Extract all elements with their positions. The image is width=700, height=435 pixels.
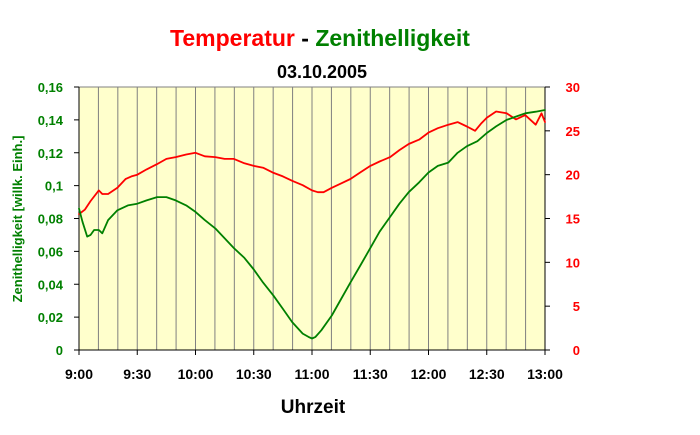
- y-left-tick-label: 0,04: [38, 277, 64, 292]
- y-left-tick-label: 0,06: [38, 244, 63, 259]
- y-right-tick-label: 30: [566, 80, 580, 95]
- y-right-tick-label: 20: [566, 168, 580, 183]
- x-tick-label: 9:00: [65, 366, 93, 382]
- y-left-tick-label: 0,14: [38, 113, 64, 128]
- y-left-tick-label: 0,12: [38, 146, 63, 161]
- brightness-series-line: [78, 109, 546, 340]
- y-left-tick-label: 0,16: [38, 80, 63, 95]
- plot-layer: 9:00 9:30 10:00 10:30 11:00 11:30 12:00 12:30 13…: [38, 80, 580, 382]
- x-axis-title: Uhrzeit: [281, 397, 346, 418]
- y-left-tick-label: 0,1: [45, 179, 63, 194]
- y-right-tick-label: 15: [566, 212, 580, 227]
- chart-title-temperature: Temperatur: [170, 25, 295, 51]
- y-right-tick-label: 10: [566, 255, 580, 270]
- y-right-tick-label: 25: [566, 124, 580, 139]
- x-tick-label: 11:30: [353, 366, 388, 382]
- chart-subtitle: 03.10.2005: [277, 62, 367, 82]
- chart-title-brightness: Zenithelligkeit: [315, 25, 470, 51]
- x-tick-label: 11:00: [294, 366, 329, 382]
- y-right-tick-label: 0: [573, 343, 580, 358]
- x-tick-label: 9:30: [123, 366, 151, 382]
- x-tick-label: 10:30: [236, 366, 272, 382]
- x-tick-label: 12:00: [411, 366, 447, 382]
- temperature-series-line: [78, 110, 546, 216]
- chart-title-separator: -: [295, 25, 315, 51]
- x-tick-label: 12:30: [469, 366, 505, 382]
- y-left-tick-label: 0,02: [38, 310, 63, 325]
- chart-title: Temperatur - Zenithelligkeit: [170, 25, 470, 51]
- x-tick-label: 10:00: [178, 366, 214, 382]
- y-left-tick-label: 0,08: [38, 212, 63, 227]
- y-right-tick-label: 5: [573, 299, 580, 314]
- y-axis-left-title: Zenithelligkeit [willk. Einh.]: [10, 136, 25, 303]
- x-tick-label: 13:00: [527, 366, 563, 382]
- y-left-tick-label: 0: [56, 343, 63, 358]
